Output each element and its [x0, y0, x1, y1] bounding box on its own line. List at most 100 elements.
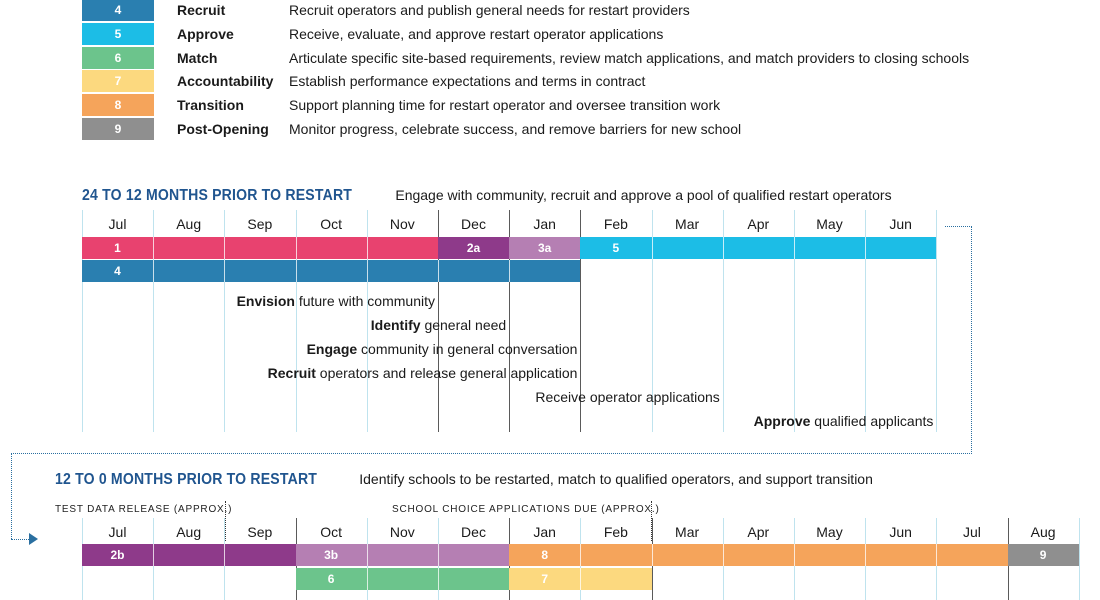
phase-bar-7: 7: [509, 568, 652, 590]
phase-bar-1: 1: [82, 237, 438, 259]
phase2-title: 12 TO 0 MONTHS PRIOR TO RESTART: [55, 471, 318, 488]
phase1-heading: 24 TO 12 MONTHS PRIOR TO RESTART Engage …: [82, 185, 892, 206]
bar-divider: [865, 237, 867, 259]
month-label: Jun: [889, 524, 912, 540]
month-label: Nov: [389, 216, 415, 232]
legend-badge-5: 5: [82, 23, 154, 45]
annotation-keyword: Envision: [236, 293, 295, 309]
legend-description: Support planning time for restart operat…: [289, 97, 721, 113]
legend-name: Recruit: [177, 2, 226, 18]
grid-line: [82, 210, 83, 432]
bar-divider: [865, 544, 867, 566]
annotation-1: Identify general need: [371, 316, 506, 334]
grid-line: [153, 210, 155, 432]
annotation-4: Receive operator applications: [535, 388, 719, 406]
month-label: Aug: [1030, 524, 1056, 540]
phase-bar-label: 3b: [324, 548, 339, 562]
connector-middle: [11, 453, 972, 454]
month-label: Mar: [675, 524, 700, 540]
month-label: Feb: [603, 524, 628, 540]
connector-left: [11, 453, 12, 539]
bar-divider: [580, 568, 582, 590]
bar-divider: [295, 260, 297, 282]
phase1-title: 24 TO 12 MONTHS PRIOR TO RESTART: [82, 187, 353, 204]
legend-description: Articulate specific site-based requireme…: [289, 50, 970, 66]
legend-name: Match: [177, 50, 218, 66]
annotation-5: Approve qualified applicants: [754, 412, 934, 430]
bar-divider: [936, 544, 938, 566]
phase2-subtitle: Identify schools to be restarted, match …: [359, 471, 873, 487]
month-label: Jul: [962, 524, 981, 540]
legend-badge-9: 9: [82, 118, 154, 140]
phase-bar-label: 4: [114, 264, 121, 278]
annotation-2: Engage community in general conversation: [307, 340, 578, 358]
phase-bar-label: 5: [612, 241, 620, 255]
month-label: Apr: [747, 216, 770, 232]
legend-badge-8: 8: [82, 94, 154, 116]
legend-name: Approve: [177, 26, 234, 42]
annotation-3: Recruit operators and release general ap…: [268, 364, 578, 382]
phase-bar-label: 7: [541, 572, 549, 586]
annotation-keyword: Identify: [370, 317, 421, 333]
bar-divider: [722, 544, 724, 566]
month-label: Jul: [108, 524, 127, 540]
grid-line: [794, 210, 795, 432]
phase-bar-3a: 3a: [509, 237, 581, 259]
connector-bottom: [11, 539, 29, 540]
phase-bar-label: 8: [541, 548, 549, 562]
month-label: Feb: [603, 216, 628, 232]
annotation-text: qualified applicants: [810, 413, 934, 429]
legend-badge-4: 4: [82, 0, 154, 21]
grid-line: [651, 210, 653, 432]
phase-bar-3b: 3b: [295, 544, 510, 566]
phase-bar-label: 3a: [538, 241, 552, 255]
bar-divider: [651, 544, 653, 566]
phase-bar-2b: 2b: [82, 544, 296, 566]
bar-divider: [153, 260, 155, 282]
month-label: Sep: [247, 524, 273, 540]
grid-line: [366, 210, 368, 432]
bar-divider: [224, 260, 226, 282]
school-choice-note: SCHOOL CHOICE APPLICATIONS DUE (APPROX.): [392, 504, 660, 515]
school-choice-marker: [651, 501, 652, 541]
bar-divider: [224, 544, 226, 566]
grid-line: [722, 210, 724, 432]
bar-divider: [366, 260, 368, 282]
month-label: Jan: [533, 524, 556, 540]
legend-badge-6: 6: [82, 47, 154, 69]
milestone-line: [438, 210, 439, 432]
legend-description: Monitor progress, celebrate success, and…: [289, 121, 742, 137]
phase-bar-5: 5: [580, 237, 937, 259]
bar-divider: [366, 568, 368, 590]
month-label: Apr: [747, 524, 770, 540]
annotation-0: Envision future with community: [237, 292, 435, 310]
annotation-keyword: Engage: [306, 341, 358, 357]
grid-line: [1078, 518, 1080, 600]
test-data-marker: [225, 501, 226, 541]
annotation-text: Receive operator applications: [535, 389, 720, 405]
phase-bar-2a: 2a: [438, 237, 510, 259]
milestone-line: [580, 210, 582, 432]
bar-divider: [366, 544, 368, 566]
phase1-subtitle: Engage with community, recruit and appro…: [395, 187, 892, 203]
month-label: Dec: [461, 216, 486, 232]
month-label: Mar: [675, 216, 700, 232]
bar-divider: [153, 237, 155, 259]
grid-line: [295, 210, 297, 432]
bar-divider: [295, 237, 297, 259]
legend-description: Recruit operators and publish general ne…: [289, 2, 690, 18]
grid-line: [936, 210, 938, 432]
annotation-text: community in general conversation: [357, 341, 578, 357]
month-label: Nov: [389, 524, 415, 540]
bar-divider: [437, 568, 439, 590]
annotation-keyword: Approve: [753, 413, 811, 429]
annotation-text: operators and release general applicatio…: [315, 365, 578, 381]
month-label: Oct: [320, 524, 342, 540]
phase-bar-label: 6: [327, 572, 335, 586]
month-label: Oct: [320, 216, 342, 232]
month-label: May: [816, 216, 843, 232]
bar-divider: [366, 237, 368, 259]
annotation-text: future with community: [294, 293, 435, 309]
month-label: Aug: [176, 524, 202, 540]
month-label: May: [816, 524, 843, 540]
